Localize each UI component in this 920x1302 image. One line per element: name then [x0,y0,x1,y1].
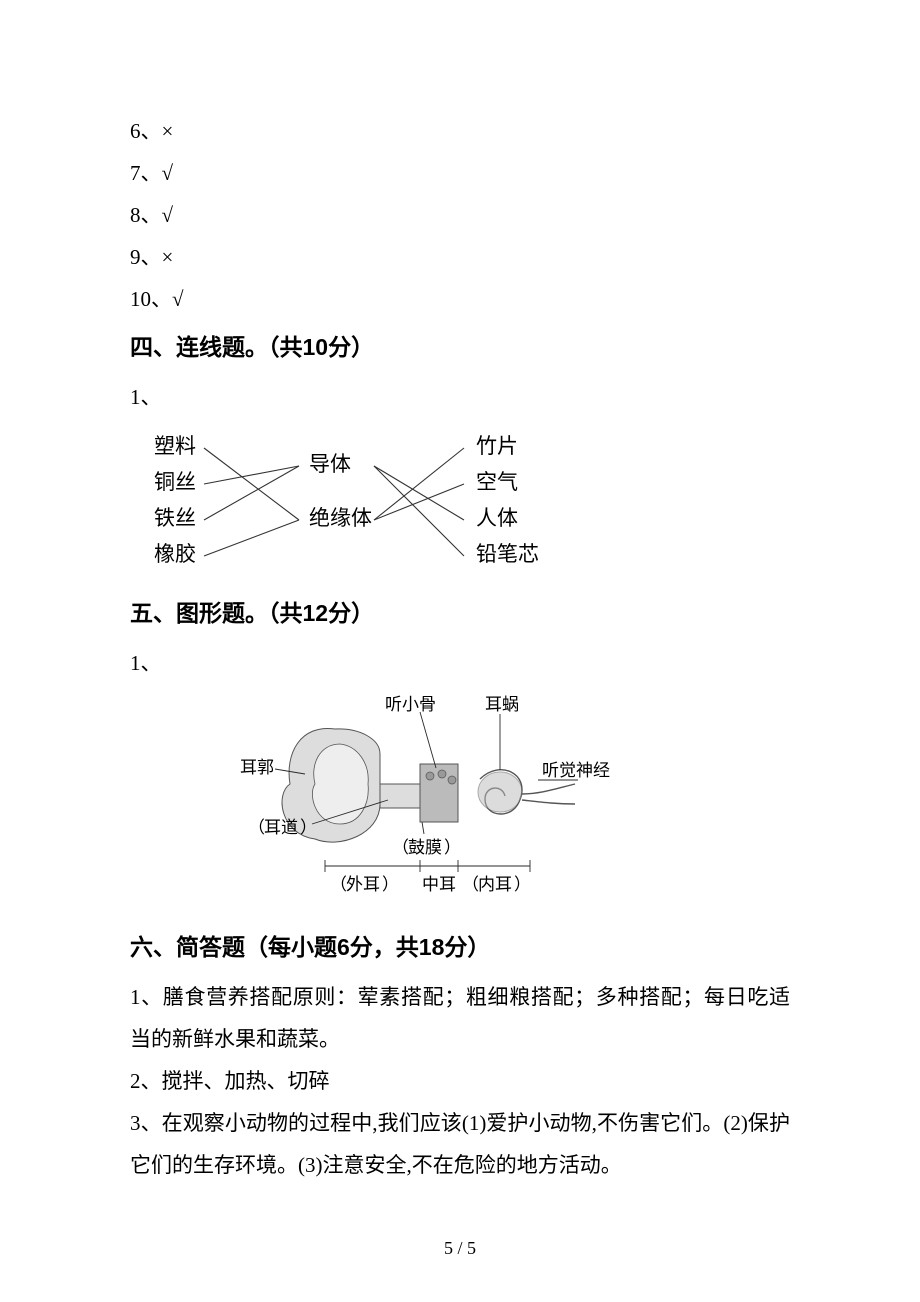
section5-title: 五、图形题。（共12分） [130,590,790,636]
page-number: 5 / 5 [0,1230,920,1266]
svg-text:空气: 空气 [476,470,518,494]
tf-num: 9 [130,245,141,269]
section4-qnum: 1、 [130,376,790,418]
tf-mark: × [162,119,174,143]
svg-text:）: ） [382,875,399,894]
tf-num: 10 [130,287,151,311]
svg-text:中耳: 中耳 [422,875,456,894]
svg-text:塑料: 塑料 [154,434,196,458]
svg-text:听小骨: 听小骨 [385,695,436,714]
svg-text:内耳: 内耳 [478,875,512,894]
section4-title: 四、连线题。（共10分） [130,324,790,370]
svg-text:）: ） [300,818,317,837]
tf-answer-7: 7、√ [130,152,790,194]
tf-num: 7 [130,161,141,185]
tf-mark: √ [162,203,174,227]
document-page: 6、× 7、√ 8、√ 9、× 10、√ 四、连线题。（共10分） 1、 塑料铜… [0,0,920,1302]
tf-answers-block: 6、× 7、√ 8、√ 9、× 10、√ [130,110,790,320]
tf-answer-10: 10、√ [130,278,790,320]
svg-text:导体: 导体 [309,452,351,476]
ear-diagram: 耳郭（耳道）听小骨耳蜗听觉神经（鼓膜）（外耳）中耳（内耳） [230,684,790,914]
tf-answer-8: 8、√ [130,194,790,236]
svg-text:铁丝: 铁丝 [154,506,196,530]
svg-text:铅笔芯: 铅笔芯 [476,542,539,566]
ear-svg: 耳郭（耳道）听小骨耳蜗听觉神经（鼓膜）（外耳）中耳（内耳） [230,684,630,914]
svg-text:）: ） [444,838,461,857]
tf-answer-6: 6、× [130,110,790,152]
svg-text:耳蜗: 耳蜗 [485,695,519,714]
svg-text:橡胶: 橡胶 [154,542,196,566]
svg-text:鼓膜: 鼓膜 [408,838,442,857]
svg-text:（: （ [392,838,409,857]
svg-text:耳道: 耳道 [264,818,298,837]
short-answer-1: 1、膳食营养搭配原则：荤素搭配；粗细粮搭配；多种搭配；每日吃适当的新鲜水果和蔬菜… [130,976,790,1060]
matching-diagram: 塑料铜丝铁丝橡胶 导体绝缘体 竹片空气人体铅笔芯 [144,424,790,584]
tf-mark: × [162,245,174,269]
tf-num: 8 [130,203,141,227]
svg-text:铜丝: 铜丝 [154,470,196,494]
svg-text:（: （ [462,875,479,894]
svg-text:（: （ [248,818,265,837]
short-answer-3: 3、在观察小动物的过程中,我们应该(1)爱护小动物,不伤害它们。(2)保护它们的… [130,1102,790,1186]
svg-text:绝缘体: 绝缘体 [309,506,372,530]
matching-svg: 塑料铜丝铁丝橡胶 导体绝缘体 竹片空气人体铅笔芯 [144,424,574,584]
svg-text:听觉神经: 听觉神经 [542,761,610,780]
svg-text:耳郭: 耳郭 [240,758,274,777]
svg-text:（: （ [330,875,347,894]
section6-title: 六、简答题（每小题6分，共18分） [130,924,790,970]
svg-text:外耳: 外耳 [346,875,380,894]
tf-answer-9: 9、× [130,236,790,278]
section5-qnum: 1、 [130,642,790,684]
short-answer-2: 2、搅拌、加热、切碎 [130,1060,790,1102]
svg-text:竹片: 竹片 [476,434,518,458]
svg-text:人体: 人体 [476,506,518,530]
svg-text:）: ） [514,875,531,894]
tf-mark: √ [172,287,184,311]
short-answers: 1、膳食营养搭配原则：荤素搭配；粗细粮搭配；多种搭配；每日吃适当的新鲜水果和蔬菜… [130,976,790,1186]
tf-mark: √ [162,161,174,185]
tf-num: 6 [130,119,141,143]
